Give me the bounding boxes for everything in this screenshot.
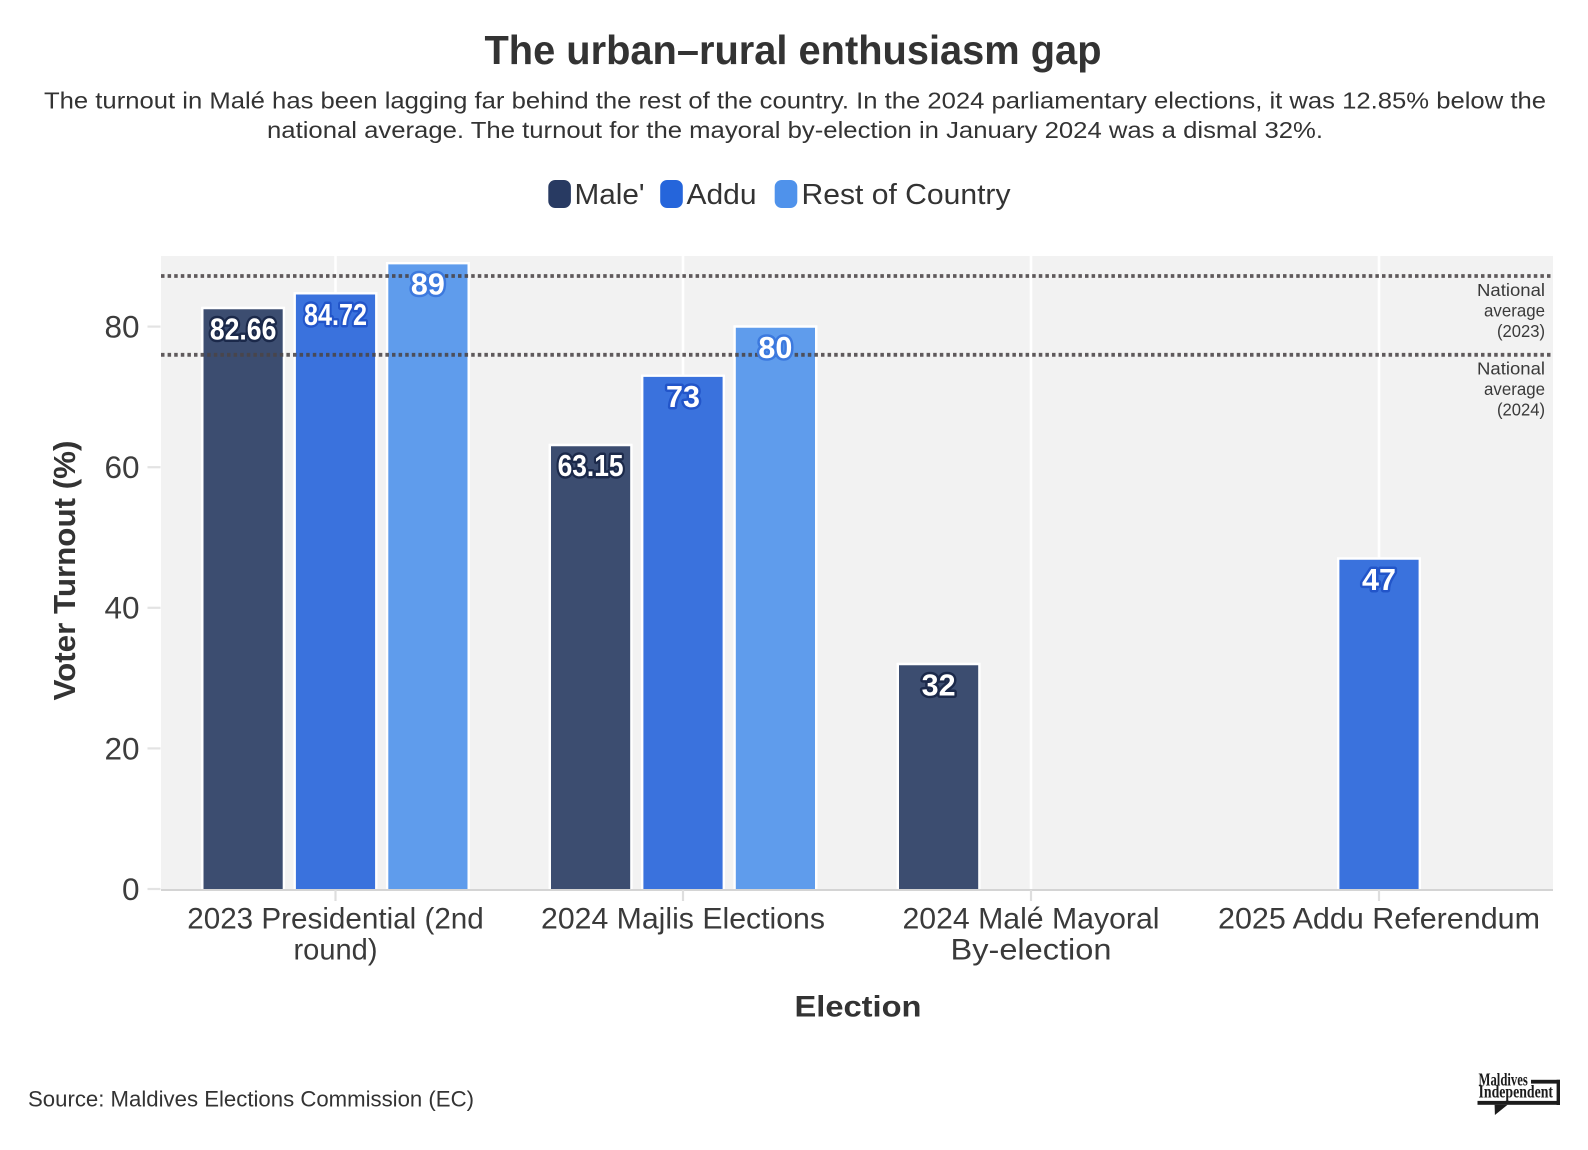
- svg-text:2023 Presidential (2nd: 2023 Presidential (2nd: [187, 903, 484, 936]
- svg-text:82.66: 82.66: [210, 313, 277, 347]
- svg-text:84.72: 84.72: [304, 298, 367, 332]
- svg-text:2025 Addu Referendum: 2025 Addu Referendum: [1218, 903, 1540, 936]
- svg-text:47: 47: [1362, 563, 1396, 597]
- svg-text:80: 80: [758, 331, 792, 365]
- svg-text:20: 20: [104, 730, 139, 766]
- svg-text:National: National: [1477, 280, 1545, 300]
- svg-text:The urban–rural enthusiasm gap: The urban–rural enthusiasm gap: [485, 27, 1102, 73]
- svg-text:Voter Turnout (%): Voter Turnout (%): [48, 441, 82, 701]
- svg-text:(2023): (2023): [1497, 321, 1545, 341]
- svg-text:89: 89: [411, 268, 445, 302]
- svg-text:80: 80: [104, 309, 139, 345]
- svg-text:Addu: Addu: [687, 179, 757, 211]
- svg-text:2024 Majlis Elections: 2024 Majlis Elections: [541, 903, 825, 936]
- svg-text:Maldives: Maldives: [1479, 1069, 1528, 1089]
- svg-text:National: National: [1477, 359, 1545, 379]
- svg-text:Source: Maldives Elections Com: Source: Maldives Elections Commission (E…: [28, 1087, 474, 1112]
- svg-text:Election: Election: [795, 991, 922, 1024]
- svg-text:By-election: By-election: [951, 934, 1112, 967]
- svg-text:Independent: Independent: [1479, 1082, 1554, 1102]
- svg-text:73: 73: [666, 380, 700, 414]
- svg-text:round): round): [294, 934, 378, 967]
- svg-text:average: average: [1484, 379, 1545, 399]
- svg-text:32: 32: [922, 669, 956, 703]
- svg-text:60: 60: [104, 449, 139, 485]
- svg-text:0: 0: [122, 871, 140, 907]
- svg-text:The turnout in Malé has been l: The turnout in Malé has been lagging far…: [44, 88, 1546, 114]
- svg-text:Rest of Country: Rest of Country: [802, 179, 1012, 211]
- svg-text:40: 40: [104, 590, 139, 626]
- svg-text:national average. The turnout: national average. The turnout for the ma…: [267, 117, 1323, 143]
- svg-text:2024 Malé Mayoral: 2024 Malé Mayoral: [903, 903, 1160, 936]
- svg-text:average: average: [1484, 301, 1545, 321]
- svg-text:(2024): (2024): [1497, 400, 1545, 420]
- svg-text:Male': Male': [575, 179, 645, 211]
- svg-text:63.15: 63.15: [558, 449, 624, 483]
